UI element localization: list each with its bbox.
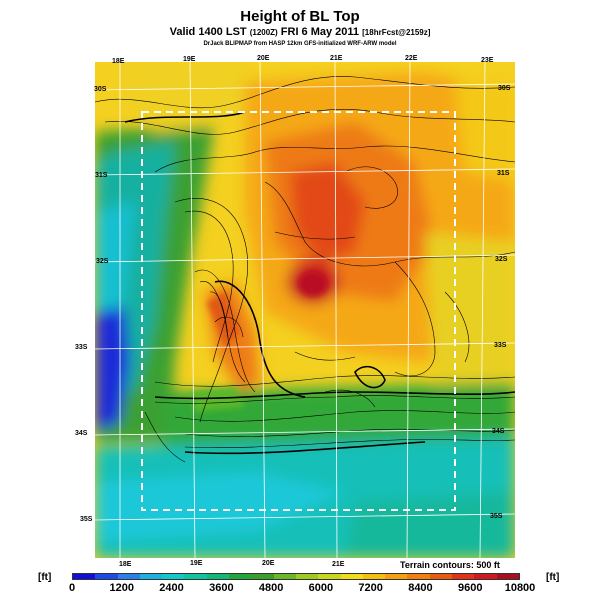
colorbar-segment bbox=[362, 574, 386, 579]
lon-label-top-21e: 21E bbox=[330, 55, 343, 62]
lat-lon-grid bbox=[95, 62, 515, 558]
lat-label-right-33s: 33S bbox=[494, 342, 507, 349]
colorbar-segment bbox=[452, 574, 475, 579]
colorbar-segment bbox=[162, 574, 185, 579]
valid-time: Valid 1400 LST bbox=[169, 26, 247, 38]
colorbar-tick-label: 3600 bbox=[209, 582, 234, 594]
colorbar-segment bbox=[251, 574, 274, 579]
lon-label-top-23e: 23E bbox=[481, 57, 494, 64]
lat-label-right-32s: 32S bbox=[495, 256, 508, 263]
colorbar-segment bbox=[318, 574, 341, 579]
colorbar-segment bbox=[385, 574, 408, 579]
valid-date: FRI 6 May 2011 bbox=[280, 26, 360, 38]
lon-label-bottom-21e: 21E bbox=[332, 561, 345, 568]
lat-label-left-32s: 32S bbox=[96, 258, 109, 265]
colorbar-segment bbox=[340, 574, 363, 579]
map-panel[interactable] bbox=[95, 62, 515, 558]
lat-label-left-34s: 34S bbox=[75, 430, 88, 437]
lon-label-bottom-18e: 18E bbox=[119, 561, 132, 568]
colorbar-unit-left: [ft] bbox=[38, 572, 52, 583]
lat-label-left-33s: 33S bbox=[75, 344, 88, 351]
colorbar-segment bbox=[295, 574, 319, 579]
lon-label-bottom-20e: 20E bbox=[262, 560, 275, 567]
valid-time-utc: (1200Z) bbox=[249, 28, 278, 37]
lon-label-top-22e: 22E bbox=[405, 55, 418, 62]
colorbar-segment bbox=[95, 574, 118, 579]
forecast-info: [18hrFcst@2159z] bbox=[362, 28, 431, 37]
colorbar-tick-label: 4800 bbox=[258, 582, 284, 594]
colorbar-segment bbox=[273, 574, 296, 579]
colorbar-tick-label: 1200 bbox=[109, 582, 135, 594]
colorbar-tick-label: 2400 bbox=[159, 582, 184, 594]
chart-title: Height of BL Top bbox=[240, 8, 360, 25]
terrain-contours bbox=[95, 76, 515, 463]
chart-subtitle: Valid 1400 LST (1200Z) FRI 6 May 2011 [1… bbox=[0, 26, 600, 38]
bl-top-field bbox=[95, 62, 515, 558]
lat-label-left-31s: 31S bbox=[95, 172, 108, 179]
colorbar-tick-label: 9600 bbox=[457, 582, 483, 594]
lat-label-right-30s: 30S bbox=[498, 85, 511, 92]
colorbar-tick-label: 10800 bbox=[504, 582, 536, 594]
terrain-contours-note: Terrain contours: 500 ft bbox=[400, 560, 500, 570]
colorbar-segment bbox=[474, 574, 497, 579]
lon-label-top-20e: 20E bbox=[257, 55, 270, 62]
lat-label-left-30s: 30S bbox=[94, 86, 107, 93]
inner-domain-boundary bbox=[141, 111, 456, 511]
lon-label-top-18e: 18E bbox=[112, 58, 125, 65]
lat-label-left-35s: 35S bbox=[80, 516, 93, 523]
lon-label-bottom-19e: 19E bbox=[190, 560, 203, 567]
color-field bbox=[95, 62, 515, 558]
colorbar-tick-label: 8400 bbox=[408, 582, 433, 594]
colorbar-unit-right: [ft] bbox=[546, 572, 560, 583]
colorbar-segment bbox=[73, 574, 96, 579]
lat-label-right-31s: 31S bbox=[497, 170, 510, 177]
colorbar-segment bbox=[117, 574, 140, 579]
colorbar-segment bbox=[229, 574, 252, 579]
lat-label-right-35s: 35S bbox=[490, 513, 503, 520]
colorbar-segment bbox=[184, 574, 207, 579]
colorbar-segment bbox=[139, 574, 163, 579]
colorbar-segment bbox=[429, 574, 453, 579]
colorbar-tick-label: 0 bbox=[68, 582, 76, 594]
colorbar-segment bbox=[206, 574, 230, 579]
lat-label-right-34s: 34S bbox=[492, 428, 505, 435]
colorbar-segment bbox=[407, 574, 430, 579]
colorbar-tick-label: 6000 bbox=[308, 582, 334, 594]
model-credit: DrJack BLIPMAP from HASP 12km GFS-initia… bbox=[203, 41, 397, 47]
colorbar-segment bbox=[496, 574, 519, 579]
lon-label-top-19e: 19E bbox=[183, 56, 196, 63]
colorbar-tick-label: 7200 bbox=[358, 582, 383, 594]
colorbar bbox=[72, 573, 520, 580]
